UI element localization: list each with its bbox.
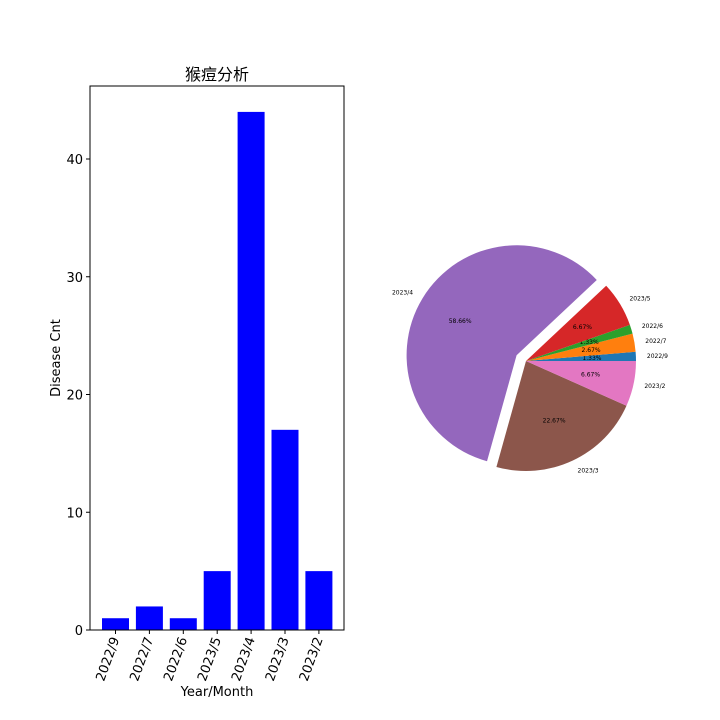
y-axis-ticks: 0 10 20 30 40 [66, 153, 90, 639]
pie-percent-label: 6.67% [573, 324, 592, 331]
y-tick-label: 40 [66, 153, 83, 168]
x-axis-label: Year/Month [180, 685, 254, 700]
pie-label: 2023/2 [644, 383, 665, 390]
bar-2023/2 [305, 571, 333, 630]
pie-label: 2022/7 [645, 338, 666, 345]
x-tick-label: 2022/7 [127, 635, 157, 683]
pie-percent-label: 6.67% [581, 372, 600, 379]
bar-2022/6 [169, 618, 197, 630]
x-tick-label: 2023/4 [229, 635, 259, 683]
pie-label: 2022/6 [642, 323, 663, 330]
y-tick-label: 20 [66, 389, 83, 404]
pie-slice-2022/9 [526, 351, 636, 361]
pie-slice-2022/6 [526, 324, 633, 361]
bar-group [102, 111, 333, 630]
bar-2023/5 [203, 571, 231, 630]
pie-label: 2022/9 [647, 353, 668, 360]
x-tick-label: 2023/3 [263, 635, 293, 683]
pie-slice-2023/5 [526, 285, 630, 361]
y-tick-label: 0 [75, 624, 83, 639]
pie-label: 2023/5 [629, 295, 650, 302]
axes-frame [89, 85, 345, 631]
y-axis-label: Disease Cnt [49, 319, 64, 397]
bar-2022/9 [102, 618, 129, 630]
x-tick-label: 2023/5 [195, 635, 225, 683]
pie-percent-label: 1.33% [582, 355, 601, 362]
x-tick-label: 2023/2 [297, 635, 327, 683]
x-tick-label: 2022/9 [94, 635, 124, 683]
pie-percent-label: 2.67% [582, 347, 601, 354]
pie-label: 2023/4 [392, 290, 413, 297]
pie-slice-2023/4 [406, 245, 597, 462]
pie-label: 2023/3 [578, 467, 599, 474]
x-axis-ticks: 2022/9 2022/7 2022/6 2023/5 2023/4 2023/3 2023… [94, 630, 327, 683]
y-tick-label: 30 [66, 271, 83, 286]
pie-slice-2023/3 [496, 361, 627, 471]
bar-2023/3 [271, 429, 299, 630]
bar-2023/4 [237, 111, 265, 630]
pie-slice-2022/7 [526, 333, 636, 361]
pie-percent-label: 58.66% [449, 318, 472, 325]
y-tick-label: 10 [66, 506, 83, 521]
pie-chart: 2022/9 1.33% 2022/7 2.67% 2022/6 1.33% 2023/5 6… [392, 245, 668, 474]
chart-title: 猴痘分析 [185, 65, 249, 84]
bar-2022/7 [135, 606, 163, 630]
pie-percent-label: 22.67% [543, 418, 566, 425]
x-tick-label: 2022/6 [161, 635, 191, 683]
pie-percent-label: 1.33% [580, 339, 599, 346]
pie-slice-2023/2 [526, 361, 636, 406]
